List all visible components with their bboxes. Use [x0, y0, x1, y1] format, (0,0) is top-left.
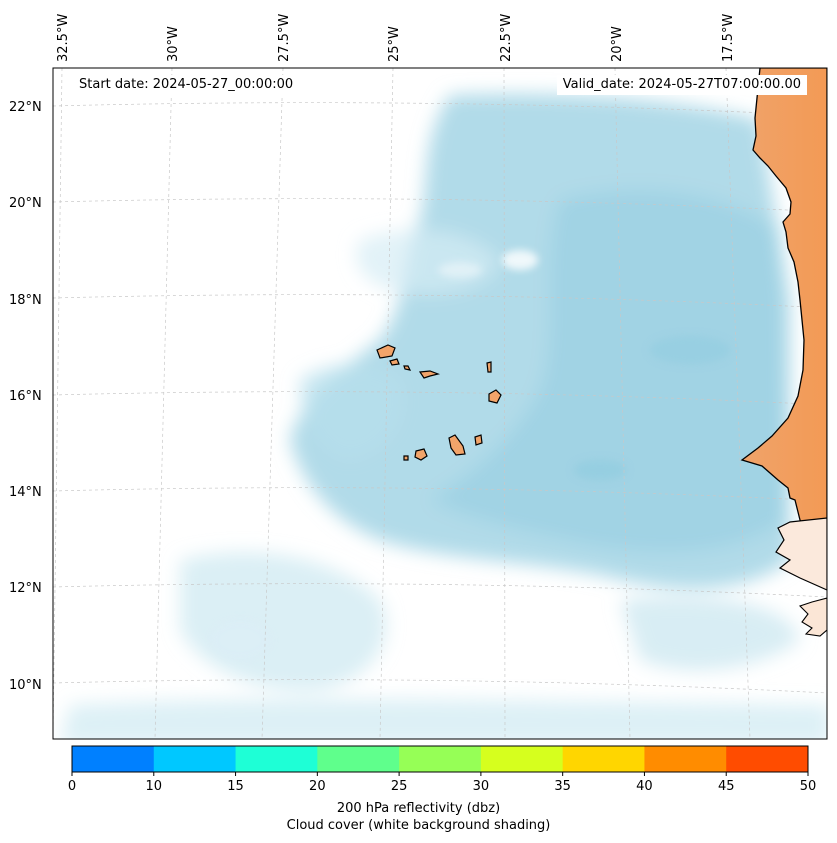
colorbar-tick-label-9: 50 [800, 779, 817, 794]
colorbar-segment-1 [153, 746, 237, 772]
island-santiago [448, 434, 466, 456]
island-sal [486, 361, 492, 373]
colorbar-tick-label-1: 10 [146, 779, 163, 794]
colorbar-tick-label-7: 40 [636, 779, 653, 794]
cape-verde-islands [376, 344, 502, 461]
colorbar-tick-label-4: 25 [391, 779, 408, 794]
lon-label-27-5w: 27.5°W [277, 14, 292, 62]
lon-label-22-5w: 22.5°W [499, 14, 514, 62]
parallel-22n [53, 102, 827, 117]
colorbar-segment-5 [480, 746, 564, 772]
parallel-14n [53, 487, 827, 502]
lat-label-20n: 20°N [9, 196, 42, 211]
lat-label-22n: 22°N [9, 100, 42, 115]
longitude-labels: 32.5°W 30°W 27.5°W 25°W 22.5°W 20°W 17.5… [56, 14, 736, 62]
cloud-band-core [430, 190, 785, 553]
island-sao-vicente [389, 358, 400, 366]
map-frame [52, 67, 828, 740]
colorbar-segment-3 [317, 746, 400, 772]
valid-date-label: Valid_date: 2024-05-27T07:00:00.00 [556, 75, 807, 95]
lat-label-14n: 14°N [9, 485, 42, 500]
colorbar-segment-0 [72, 746, 155, 772]
guinea-bissau-coast [798, 597, 827, 637]
graticule [53, 68, 827, 739]
island-sao-nicolau [418, 370, 441, 379]
lon-label-17-5w: 17.5°W [721, 14, 736, 62]
lon-label-25w: 25°W [387, 26, 402, 62]
colorbar-segment-6 [562, 746, 645, 772]
island-maio [474, 434, 483, 446]
colorbar-tick-label-8: 45 [718, 779, 735, 794]
lon-label-20w: 20°W [610, 26, 625, 62]
island-santa-luzia [403, 365, 412, 371]
meridian-25w [379, 68, 394, 739]
lat-label-12n: 12°N [9, 581, 42, 596]
meridian-22-5w [503, 68, 506, 739]
island-brava [403, 455, 409, 461]
cloud-cover-detail [210, 250, 730, 660]
latitude-labels: 22°N 20°N 18°N 16°N 14°N 12°N 10°N [9, 100, 42, 693]
lat-label-18n: 18°N [9, 293, 42, 308]
island-fogo [414, 448, 428, 461]
colorbar-tick-label-2: 15 [227, 779, 244, 794]
senegal-gambia-land [775, 517, 827, 591]
island-boa-vista [488, 389, 502, 404]
lon-label-32-5w: 32.5°W [56, 14, 71, 62]
meridian-32-5w [53, 68, 63, 739]
parallel-10n [53, 679, 827, 694]
colorbar-tick-label-5: 30 [473, 779, 490, 794]
cloud-band-bottom [61, 699, 827, 739]
colorbar-label: 200 hPa reflectivity (dbz) [336, 801, 501, 816]
cloud-cover-layer [61, 93, 827, 739]
colorbar-sublabel: Cloud cover (white background shading) [286, 818, 551, 833]
cloud-band-west [300, 365, 403, 460]
lat-label-10n: 10°N [9, 678, 42, 693]
colorbar: 0 10 15 20 25 30 35 40 45 50 [68, 745, 817, 794]
colorbar-segment-2 [235, 746, 318, 772]
africa-coast-land [740, 68, 827, 546]
parallel-20n [53, 198, 827, 213]
parallel-12n [53, 583, 827, 598]
colorbar-segment-8 [726, 746, 809, 772]
meridian-27-5w [261, 68, 284, 739]
meridian-30w [154, 68, 173, 739]
lon-label-30w: 30°W [166, 26, 181, 62]
island-santo-antao [376, 344, 396, 359]
parallel-16n [53, 391, 827, 406]
colorbar-segment-4 [399, 746, 482, 772]
colorbar-tick-label-3: 20 [309, 779, 326, 794]
colorbar-tick-label-0: 0 [68, 779, 76, 794]
colorbar-frame [71, 745, 809, 773]
start-date-label: Start date: 2024-05-27_00:00:00 [73, 75, 300, 95]
meridian-17-5w [725, 68, 751, 739]
meridian-20w [614, 68, 631, 739]
colorbar-segment-7 [644, 746, 727, 772]
parallel-18n [53, 294, 827, 309]
cloud-band-southeast [620, 596, 800, 671]
lat-label-16n: 16°N [9, 389, 42, 404]
colorbar-tick-label-6: 35 [554, 779, 571, 794]
